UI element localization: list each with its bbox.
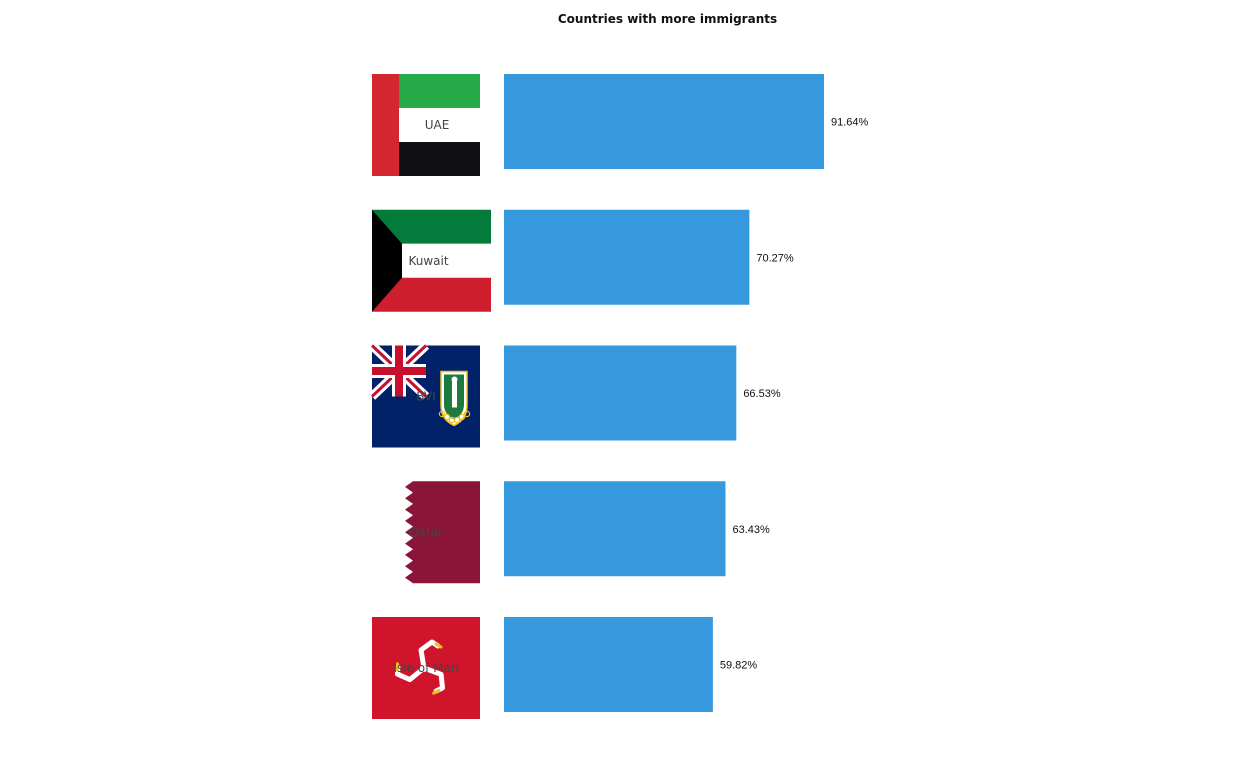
data-label: 70.27%: [756, 252, 794, 264]
category-label: Kuwait: [408, 254, 448, 268]
isle-of-man-flag: [372, 617, 480, 719]
category-label: Isle of Man: [393, 661, 458, 675]
chart-title: Countries with more immigrants: [557, 12, 778, 26]
data-label: 63.43%: [732, 524, 770, 536]
british-virgin-islands-flag: [368, 342, 480, 448]
bar: [504, 74, 824, 169]
category-label: BVI: [416, 390, 436, 404]
bar: [504, 209, 750, 305]
category-label: Qatar: [409, 525, 443, 539]
bar: [504, 481, 726, 577]
uae-flag: [372, 74, 480, 176]
bar: [504, 617, 713, 712]
category-label: UAE: [425, 118, 450, 132]
qatar-flag: [372, 481, 480, 584]
data-label: 91.64%: [831, 117, 869, 129]
data-label: 66.53%: [743, 388, 781, 400]
kuwait-flag: [372, 209, 491, 312]
data-label: 59.82%: [720, 660, 758, 672]
bar: [504, 345, 737, 441]
